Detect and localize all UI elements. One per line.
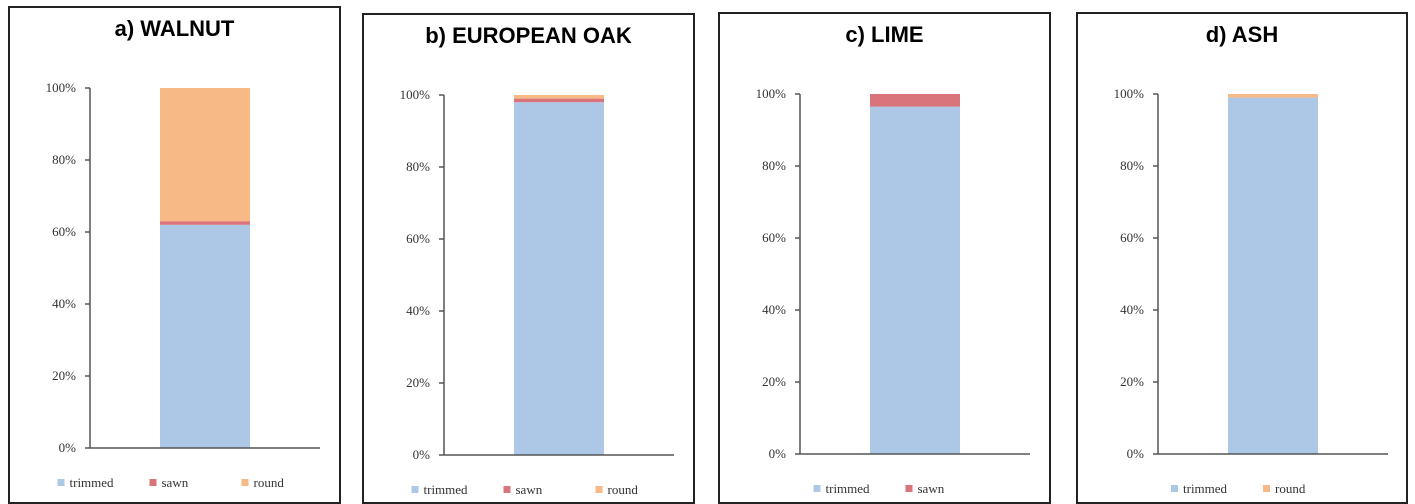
legend-swatch-trimmed [411, 486, 419, 493]
legend-label-trimmed: trimmed [424, 482, 469, 497]
bar-segment-round [160, 88, 250, 222]
chart-title: c) LIME [845, 22, 924, 47]
legend-label-round: round [608, 482, 639, 497]
y-tick-label: 60% [1120, 230, 1144, 245]
bar-segment-trimmed [1228, 97, 1318, 454]
legend-swatch-round [241, 479, 249, 486]
chart-panel-walnut: a) WALNUT 0% 20% 40% 60% 80% 100% trimmed sawn r… [8, 6, 341, 504]
y-tick-label: 40% [1120, 302, 1144, 317]
y-tick-label: 40% [406, 303, 430, 318]
legend-swatch-trimmed [813, 485, 821, 492]
y-tick-label: 60% [762, 230, 786, 245]
bar-segment-trimmed [514, 102, 604, 455]
chart-title: d) ASH [1205, 22, 1279, 47]
legend-label-round: round [254, 475, 285, 490]
chart-panel-ash: d) ASH 0% 20% 40% 60% 80% 100% trimmed round [1076, 12, 1408, 504]
chart-panel-european-oak: b) EUROPEAN OAK 0% 20% 40% 60% 80% 100% trimme… [362, 13, 695, 504]
y-tick-label: 100% [756, 86, 787, 101]
y-tick-label: 0% [1127, 446, 1145, 461]
legend-label-trimmed: trimmed [70, 475, 115, 490]
chart-plot-european-oak: 0% 20% 40% 60% 80% 100% trimmed sawn round [400, 87, 674, 497]
legend-swatch-round [595, 486, 603, 493]
chart-panel-lime: c) LIME 0% 20% 40% 60% 80% 100% trimmed sawn [718, 12, 1051, 504]
chart-plot-ash: 0% 20% 40% 60% 80% 100% trimmed round [1114, 86, 1388, 496]
bar-segment-trimmed [870, 106, 960, 454]
y-tick-label: 80% [1120, 158, 1144, 173]
y-tick-label: 20% [406, 375, 430, 390]
chart-plot-lime: 0% 20% 40% 60% 80% 100% trimmed sawn [756, 86, 1030, 496]
y-tick-label: 100% [1114, 86, 1145, 101]
bar-segment-trimmed [160, 224, 250, 448]
legend-label-sawn: sawn [516, 482, 543, 497]
bar-segment-sawn [160, 221, 250, 225]
y-tick-label: 0% [413, 447, 431, 462]
chart-title: b) EUROPEAN OAK [425, 23, 632, 48]
y-tick-label: 80% [762, 158, 786, 173]
y-tick-label: 100% [400, 87, 431, 102]
legend-label-trimmed: trimmed [1183, 481, 1228, 496]
bar-segment-round [514, 95, 604, 99]
legend-swatch-trimmed [57, 479, 65, 486]
legend-swatch-sawn [149, 479, 157, 486]
legend-swatch-round [1263, 485, 1270, 492]
y-tick-label: 40% [762, 302, 786, 317]
y-tick-label: 20% [1120, 374, 1144, 389]
legend-label-trimmed: trimmed [826, 481, 871, 496]
y-tick-label: 40% [52, 296, 76, 311]
y-tick-label: 100% [46, 80, 77, 95]
legend-swatch-sawn [905, 485, 913, 492]
y-tick-label: 60% [406, 231, 430, 246]
y-tick-label: 0% [769, 446, 787, 461]
legend-label-sawn: sawn [162, 475, 189, 490]
legend-swatch-sawn [503, 486, 511, 493]
bar-segment-sawn [514, 98, 604, 103]
y-tick-label: 80% [406, 159, 430, 174]
bar-segment-sawn [870, 94, 960, 107]
legend-label-sawn: sawn [918, 481, 945, 496]
chart-plot-walnut: 0% 20% 40% 60% 80% 100% trimmed sawn round [46, 80, 320, 490]
legend-swatch-trimmed [1171, 485, 1178, 492]
chart-title: a) WALNUT [114, 16, 235, 41]
bar-segment-round [1228, 94, 1318, 98]
legend-label-round: round [1275, 481, 1306, 496]
y-tick-label: 80% [52, 152, 76, 167]
y-tick-label: 20% [52, 368, 76, 383]
y-tick-label: 0% [59, 440, 77, 455]
y-tick-label: 20% [762, 374, 786, 389]
y-tick-label: 60% [52, 224, 76, 239]
